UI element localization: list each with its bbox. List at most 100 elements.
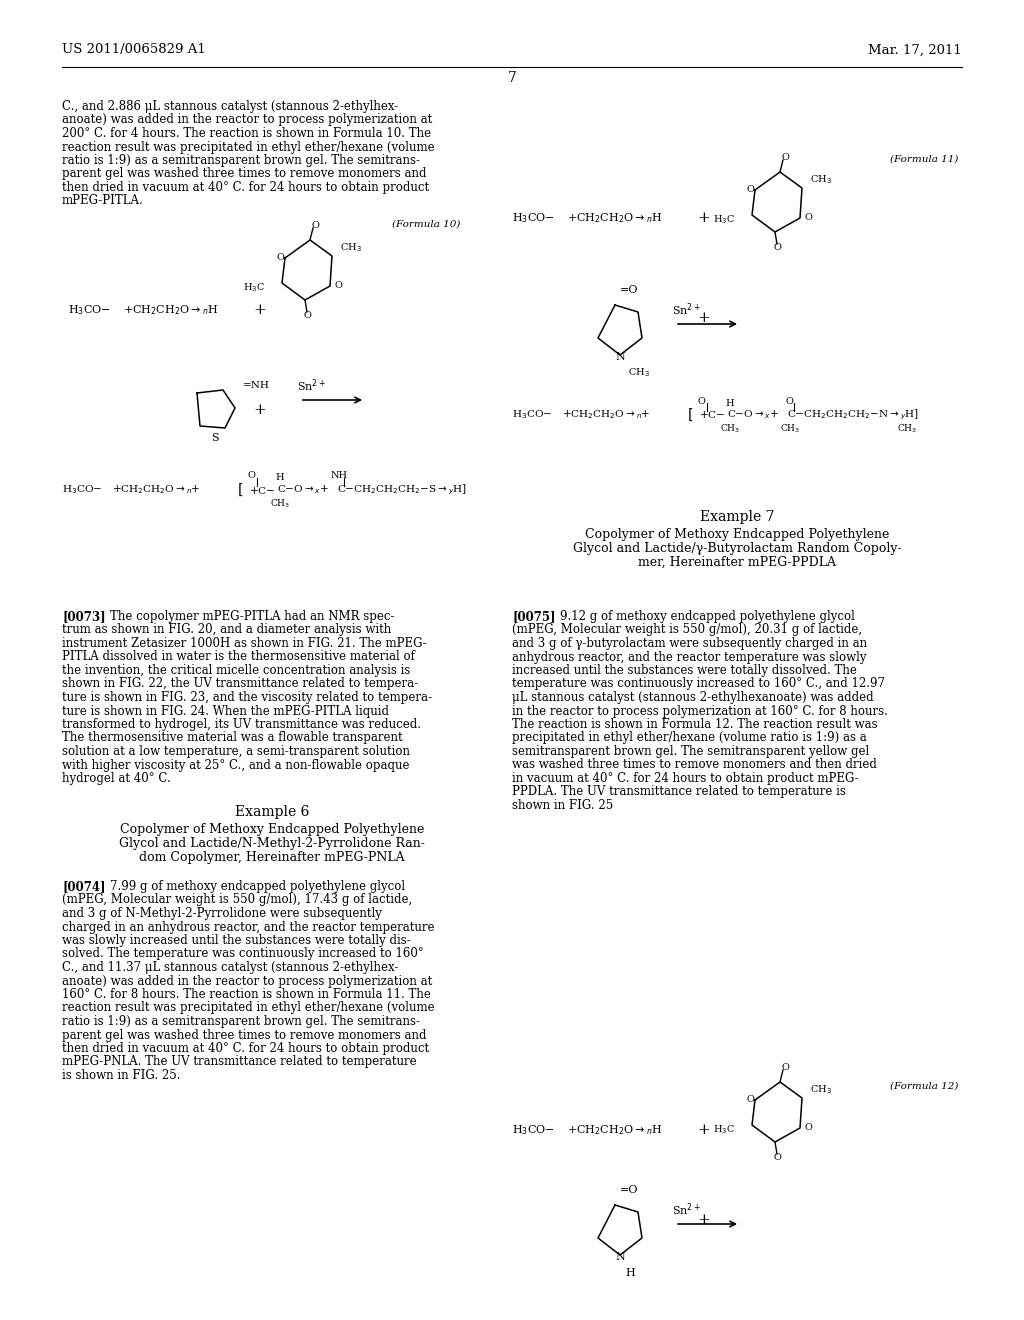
- Text: in the reactor to process polymerization at 160° C. for 8 hours.: in the reactor to process polymerization…: [512, 705, 888, 718]
- Text: mer, Hereinafter mPEG-PPDLA: mer, Hereinafter mPEG-PPDLA: [638, 556, 836, 569]
- Text: H: H: [625, 1269, 635, 1278]
- Text: O: O: [804, 214, 812, 223]
- Text: Example 6: Example 6: [234, 805, 309, 818]
- Text: 200° C. for 4 hours. The reaction is shown in Formula 10. The: 200° C. for 4 hours. The reaction is sho…: [62, 127, 431, 140]
- Text: reaction result was precipitated in ethyl ether/hexane (volume: reaction result was precipitated in ethy…: [62, 140, 434, 153]
- Text: C$-$CH$_2$CH$_2$CH$_2$$-$S$\rightarrow_y$H$]$: C$-$CH$_2$CH$_2$CH$_2$$-$S$\rightarrow_y…: [337, 483, 467, 498]
- Text: was slowly increased until the substances were totally dis-: was slowly increased until the substance…: [62, 935, 411, 946]
- Text: O: O: [804, 1123, 812, 1133]
- Text: was washed three times to remove monomers and then dried: was washed three times to remove monomer…: [512, 759, 877, 771]
- Text: parent gel was washed three times to remove monomers and: parent gel was washed three times to rem…: [62, 168, 427, 181]
- Text: shown in FIG. 25: shown in FIG. 25: [512, 799, 613, 812]
- Text: CH$_3$: CH$_3$: [270, 498, 290, 511]
- Text: O: O: [746, 186, 754, 194]
- Text: +: +: [697, 1123, 710, 1137]
- Text: Example 7: Example 7: [699, 510, 774, 524]
- Text: parent gel was washed three times to remove monomers and: parent gel was washed three times to rem…: [62, 1028, 427, 1041]
- Text: +: +: [253, 304, 266, 317]
- Text: ture is shown in FIG. 24. When the mPEG-PITLA liquid: ture is shown in FIG. 24. When the mPEG-…: [62, 705, 389, 718]
- Text: increased until the substances were totally dissolved. The: increased until the substances were tota…: [512, 664, 857, 677]
- Text: and 3 g of γ-butyrolactam were subsequently charged in an: and 3 g of γ-butyrolactam were subsequen…: [512, 638, 867, 649]
- Text: C$-$CH$_2$CH$_2$CH$_2$$-$N$\rightarrow_y$H$]$: C$-$CH$_2$CH$_2$CH$_2$$-$N$\rightarrow_y…: [787, 408, 920, 422]
- Text: 7.99 g of methoxy endcapped polyethylene glycol: 7.99 g of methoxy endcapped polyethylene…: [110, 880, 406, 894]
- Text: +: +: [697, 211, 710, 224]
- Text: The copolymer mPEG-PITLA had an NMR spec-: The copolymer mPEG-PITLA had an NMR spec…: [110, 610, 394, 623]
- Text: O: O: [781, 1063, 788, 1072]
- Text: $+$CH$_2$CH$_2$O$\rightarrow_n$H: $+$CH$_2$CH$_2$O$\rightarrow_n$H: [567, 1123, 663, 1137]
- Text: $+$C$-$: $+$C$-$: [699, 409, 725, 421]
- Text: mPEG-PNLA. The UV transmittance related to temperature: mPEG-PNLA. The UV transmittance related …: [62, 1056, 417, 1068]
- Text: O: O: [334, 281, 342, 290]
- Text: The thermosensitive material was a flowable transparent: The thermosensitive material was a flowa…: [62, 731, 402, 744]
- Text: Copolymer of Methoxy Endcapped Polyethylene: Copolymer of Methoxy Endcapped Polyethyl…: [585, 528, 889, 541]
- Text: N: N: [615, 1251, 625, 1262]
- Text: =O: =O: [620, 1185, 639, 1195]
- Text: S: S: [211, 433, 219, 444]
- Text: (mPEG, Molecular weight is 550 g/mol), 17.43 g of lactide,: (mPEG, Molecular weight is 550 g/mol), 1…: [62, 894, 413, 907]
- Text: temperature was continuously increased to 160° C., and 12.97: temperature was continuously increased t…: [512, 677, 885, 690]
- Text: Glycol and Lactide/γ-Butyrolactam Random Copoly-: Glycol and Lactide/γ-Butyrolactam Random…: [572, 543, 901, 554]
- Text: CH$_3$: CH$_3$: [780, 422, 800, 436]
- Text: O: O: [303, 312, 311, 321]
- Text: then dried in vacuum at 40° C. for 24 hours to obtain product: then dried in vacuum at 40° C. for 24 ho…: [62, 181, 429, 194]
- Text: C., and 11.37 μL stannous catalyst (stannous 2-ethylhex-: C., and 11.37 μL stannous catalyst (stan…: [62, 961, 398, 974]
- Text: CH$_3$: CH$_3$: [810, 1084, 831, 1097]
- Text: precipitated in ethyl ether/hexane (volume ratio is 1:9) as a: precipitated in ethyl ether/hexane (volu…: [512, 731, 866, 744]
- Text: Glycol and Lactide/N-Methyl-2-Pyrrolidone Ran-: Glycol and Lactide/N-Methyl-2-Pyrrolidon…: [119, 837, 425, 850]
- Text: PITLA dissolved in water is the thermosensitive material of: PITLA dissolved in water is the thermose…: [62, 651, 415, 664]
- Text: $+$CH$_2$CH$_2$O$\rightarrow_n$$+$: $+$CH$_2$CH$_2$O$\rightarrow_n$$+$: [562, 409, 650, 421]
- Text: O: O: [697, 396, 705, 405]
- Text: $+$CH$_2$CH$_2$O$\rightarrow_n$H: $+$CH$_2$CH$_2$O$\rightarrow_n$H: [123, 304, 219, 317]
- Text: CH$_3$: CH$_3$: [810, 174, 831, 186]
- Text: $+$CH$_2$CH$_2$O$\rightarrow_n$H: $+$CH$_2$CH$_2$O$\rightarrow_n$H: [567, 211, 663, 224]
- Text: +: +: [697, 312, 710, 325]
- Text: [0075]: [0075]: [512, 610, 555, 623]
- Text: solved. The temperature was continuously increased to 160°: solved. The temperature was continuously…: [62, 948, 424, 961]
- Text: Sn$^{2+}$: Sn$^{2+}$: [297, 378, 326, 395]
- Text: H: H: [726, 399, 734, 408]
- Text: solution at a low temperature, a semi-transparent solution: solution at a low temperature, a semi-tr…: [62, 744, 410, 758]
- Text: H: H: [275, 474, 285, 483]
- Text: H$_3$C: H$_3$C: [713, 1123, 735, 1137]
- Text: reaction result was precipitated in ethyl ether/hexane (volume: reaction result was precipitated in ethy…: [62, 1002, 434, 1015]
- Text: O: O: [773, 243, 781, 252]
- Text: [0073]: [0073]: [62, 610, 105, 623]
- Text: CH$_3$: CH$_3$: [720, 422, 740, 436]
- Text: anhydrous reactor, and the reactor temperature was slowly: anhydrous reactor, and the reactor tempe…: [512, 651, 866, 664]
- Text: with higher viscosity at 25° C., and a non-flowable opaque: with higher viscosity at 25° C., and a n…: [62, 759, 410, 771]
- Text: O: O: [247, 471, 255, 480]
- Text: [0074]: [0074]: [62, 880, 105, 894]
- Text: mPEG-PITLA.: mPEG-PITLA.: [62, 194, 143, 207]
- Text: CH$_3$: CH$_3$: [628, 367, 650, 379]
- Text: O: O: [276, 253, 284, 263]
- Text: transformed to hydrogel, its UV transmittance was reduced.: transformed to hydrogel, its UV transmit…: [62, 718, 421, 731]
- Text: instrument Zetasizer 1000H as shown in FIG. 21. The mPEG-: instrument Zetasizer 1000H as shown in F…: [62, 638, 427, 649]
- Text: $[$: $[$: [237, 482, 243, 498]
- Text: ratio is 1:9) as a semitransparent brown gel. The semitrans-: ratio is 1:9) as a semitransparent brown…: [62, 154, 420, 168]
- Text: shown in FIG. 22, the UV transmittance related to tempera-: shown in FIG. 22, the UV transmittance r…: [62, 677, 418, 690]
- Text: O: O: [311, 220, 318, 230]
- Text: H$_3$CO$-$: H$_3$CO$-$: [512, 409, 552, 421]
- Text: O: O: [781, 153, 788, 161]
- Text: dom Copolymer, Hereinafter mPEG-PNLA: dom Copolymer, Hereinafter mPEG-PNLA: [139, 851, 404, 865]
- Text: H$_3$CO$-$: H$_3$CO$-$: [62, 483, 102, 496]
- Text: O: O: [746, 1096, 754, 1105]
- Text: trum as shown in FIG. 20, and a diameter analysis with: trum as shown in FIG. 20, and a diameter…: [62, 623, 391, 636]
- Text: O: O: [785, 396, 793, 405]
- Text: US 2011/0065829 A1: US 2011/0065829 A1: [62, 44, 206, 57]
- Text: ratio is 1:9) as a semitransparent brown gel. The semitrans-: ratio is 1:9) as a semitransparent brown…: [62, 1015, 420, 1028]
- Text: Copolymer of Methoxy Endcapped Polyethylene: Copolymer of Methoxy Endcapped Polyethyl…: [120, 822, 424, 836]
- Text: anoate) was added in the reactor to process polymerization at: anoate) was added in the reactor to proc…: [62, 114, 432, 127]
- Text: C$-$O$\rightarrow_x$$+$: C$-$O$\rightarrow_x$$+$: [727, 409, 779, 421]
- Text: H$_3$CO$-$: H$_3$CO$-$: [68, 304, 111, 317]
- Text: Sn$^{2+}$: Sn$^{2+}$: [672, 1201, 701, 1218]
- Text: N: N: [615, 352, 625, 362]
- Text: PPDLA. The UV transmittance related to temperature is: PPDLA. The UV transmittance related to t…: [512, 785, 846, 799]
- Text: (mPEG, Molecular weight is 550 g/mol), 20.31 g of lactide,: (mPEG, Molecular weight is 550 g/mol), 2…: [512, 623, 862, 636]
- Text: =O: =O: [620, 285, 639, 294]
- Text: (Formula 11): (Formula 11): [890, 154, 958, 164]
- Text: =NH: =NH: [243, 381, 270, 391]
- Text: C$-$O$\rightarrow_x$$+$: C$-$O$\rightarrow_x$$+$: [278, 483, 329, 496]
- Text: H$_3$CO$-$: H$_3$CO$-$: [512, 211, 555, 224]
- Text: hydrogel at 40° C.: hydrogel at 40° C.: [62, 772, 171, 785]
